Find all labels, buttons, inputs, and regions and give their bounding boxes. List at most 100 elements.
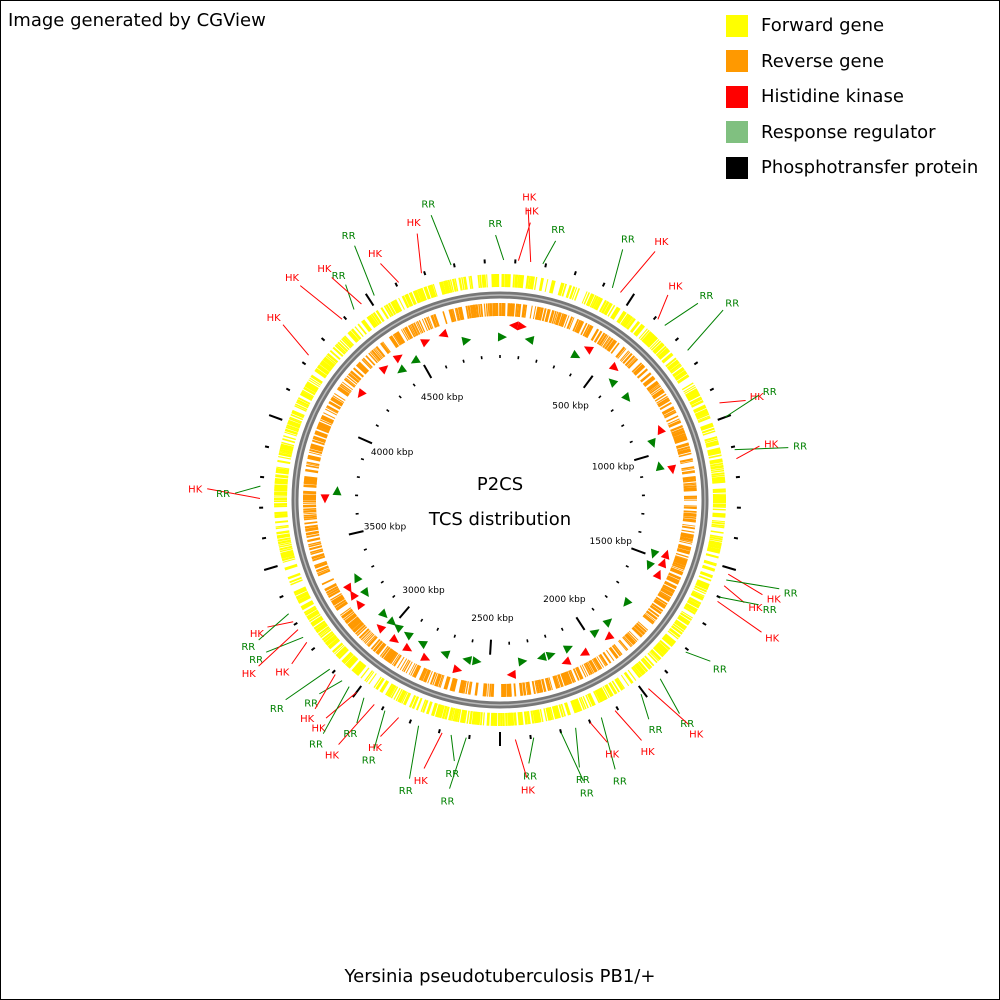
reverse-gene-bar xyxy=(636,368,649,379)
hk-marker xyxy=(667,464,677,475)
reverse-gene-bar xyxy=(650,387,663,396)
reverse-gene-bar xyxy=(405,326,414,339)
forward-gene-bar xyxy=(626,317,636,330)
reverse-gene-bar xyxy=(679,458,693,463)
rr-marker xyxy=(378,608,388,619)
forward-gene-bar xyxy=(477,711,481,726)
forward-gene-bar xyxy=(472,711,478,725)
forward-gene-bar xyxy=(278,452,292,458)
rr-callout-line xyxy=(408,725,420,779)
forward-gene-bar xyxy=(667,630,679,640)
reverse-gene-bar xyxy=(611,644,622,657)
reverse-gene-bar xyxy=(681,470,695,474)
forward-gene-bar xyxy=(711,469,725,474)
forward-gene-bar xyxy=(468,276,472,290)
forward-gene-bar xyxy=(310,616,324,627)
forward-gene-bar xyxy=(671,625,683,635)
forward-gene-bar xyxy=(644,334,656,346)
forward-gene-bar xyxy=(685,388,698,397)
hk-label: HK xyxy=(275,667,290,678)
forward-gene-bar xyxy=(289,416,303,423)
reverse-gene-bar xyxy=(624,633,636,646)
reverse-gene-bar xyxy=(566,316,574,330)
legend-label: Reverse gene xyxy=(761,50,885,72)
forward-gene-bar xyxy=(709,458,723,464)
reverse-gene-bar xyxy=(663,582,676,590)
reverse-gene-bar xyxy=(432,672,438,686)
forward-gene-bar xyxy=(477,274,481,289)
forward-gene-bar xyxy=(274,515,288,519)
reverse-gene-bar xyxy=(631,362,643,373)
forward-gene-bar xyxy=(427,285,435,299)
reverse-gene-bar xyxy=(598,333,608,346)
hk-callout-line xyxy=(717,600,762,633)
forward-gene-bar xyxy=(589,295,597,308)
forward-gene-bar xyxy=(479,274,483,288)
forward-gene-bar xyxy=(559,282,565,296)
forward-gene-bar xyxy=(705,440,719,447)
reverse-gene-bar xyxy=(304,524,318,529)
reverse-gene-bar xyxy=(679,540,693,545)
reverse-gene-bar xyxy=(450,308,456,322)
reverse-gene-bar xyxy=(646,380,658,391)
major-tick xyxy=(423,364,433,379)
hk-marker xyxy=(561,656,572,665)
reverse-gene-bar xyxy=(392,334,401,346)
reverse-gene-bar xyxy=(682,471,696,475)
forward-gene-bar xyxy=(594,689,603,703)
minor-tick xyxy=(420,618,424,622)
forward-gene-bar xyxy=(402,692,412,706)
forward-gene-bar xyxy=(571,287,578,300)
forward-gene-bar xyxy=(523,711,528,725)
forward-gene-bar xyxy=(276,533,290,538)
reverse-gene-bar xyxy=(305,526,319,531)
forward-gene-bar xyxy=(711,525,725,529)
forward-gene-bar xyxy=(644,655,655,667)
reverse-gene-bar xyxy=(508,303,512,317)
reverse-gene-bar xyxy=(637,621,649,631)
forward-gene-bar xyxy=(675,619,688,629)
hk-marker xyxy=(420,339,431,348)
reverse-gene-bar xyxy=(368,352,378,364)
forward-gene-bar xyxy=(527,275,531,290)
reverse-gene-bar xyxy=(402,328,410,341)
reverse-gene-bar xyxy=(631,626,643,638)
reverse-gene-bar xyxy=(582,323,590,337)
reverse-gene-bar xyxy=(656,395,668,404)
outer-minor-tick xyxy=(293,622,298,626)
reverse-gene-bar xyxy=(305,464,319,469)
reverse-gene-bar xyxy=(311,553,325,560)
reverse-gene-bar xyxy=(424,669,432,683)
reverse-gene-bar xyxy=(564,671,571,685)
forward-gene-bar xyxy=(650,649,662,661)
reverse-gene-bar xyxy=(396,656,405,669)
forward-gene-bar xyxy=(320,359,333,371)
rr-callout-line xyxy=(430,215,452,266)
reverse-gene-bar xyxy=(321,414,335,423)
hk-label: HK xyxy=(325,751,340,762)
forward-gene-bar xyxy=(335,343,347,354)
reverse-gene-bar xyxy=(389,652,399,665)
reverse-gene-bar xyxy=(356,626,368,637)
hk-label: HK xyxy=(250,629,265,640)
forward-gene-bar xyxy=(282,438,296,444)
reverse-gene-bar xyxy=(667,575,680,583)
reverse-gene-bar xyxy=(325,406,338,414)
reverse-gene-bar xyxy=(372,640,382,651)
forward-gene-bar xyxy=(439,705,445,719)
hk-marker xyxy=(420,652,431,661)
forward-gene-bar xyxy=(287,572,301,580)
hk-label: HK xyxy=(522,192,537,203)
reverse-gene-bar xyxy=(485,303,489,317)
reverse-gene-bar xyxy=(651,602,664,612)
forward-gene-bar xyxy=(341,651,353,664)
forward-gene-bar xyxy=(676,374,690,384)
outer-minor-tick xyxy=(264,445,270,449)
forward-gene-bar xyxy=(607,304,616,317)
reverse-gene-bar xyxy=(529,305,533,319)
forward-gene-bar xyxy=(385,683,394,696)
reverse-gene-bar xyxy=(661,406,674,414)
legend-label: Histidine kinase xyxy=(761,86,904,108)
reverse-gene-bar xyxy=(575,320,584,334)
forward-gene-bar xyxy=(279,448,293,454)
